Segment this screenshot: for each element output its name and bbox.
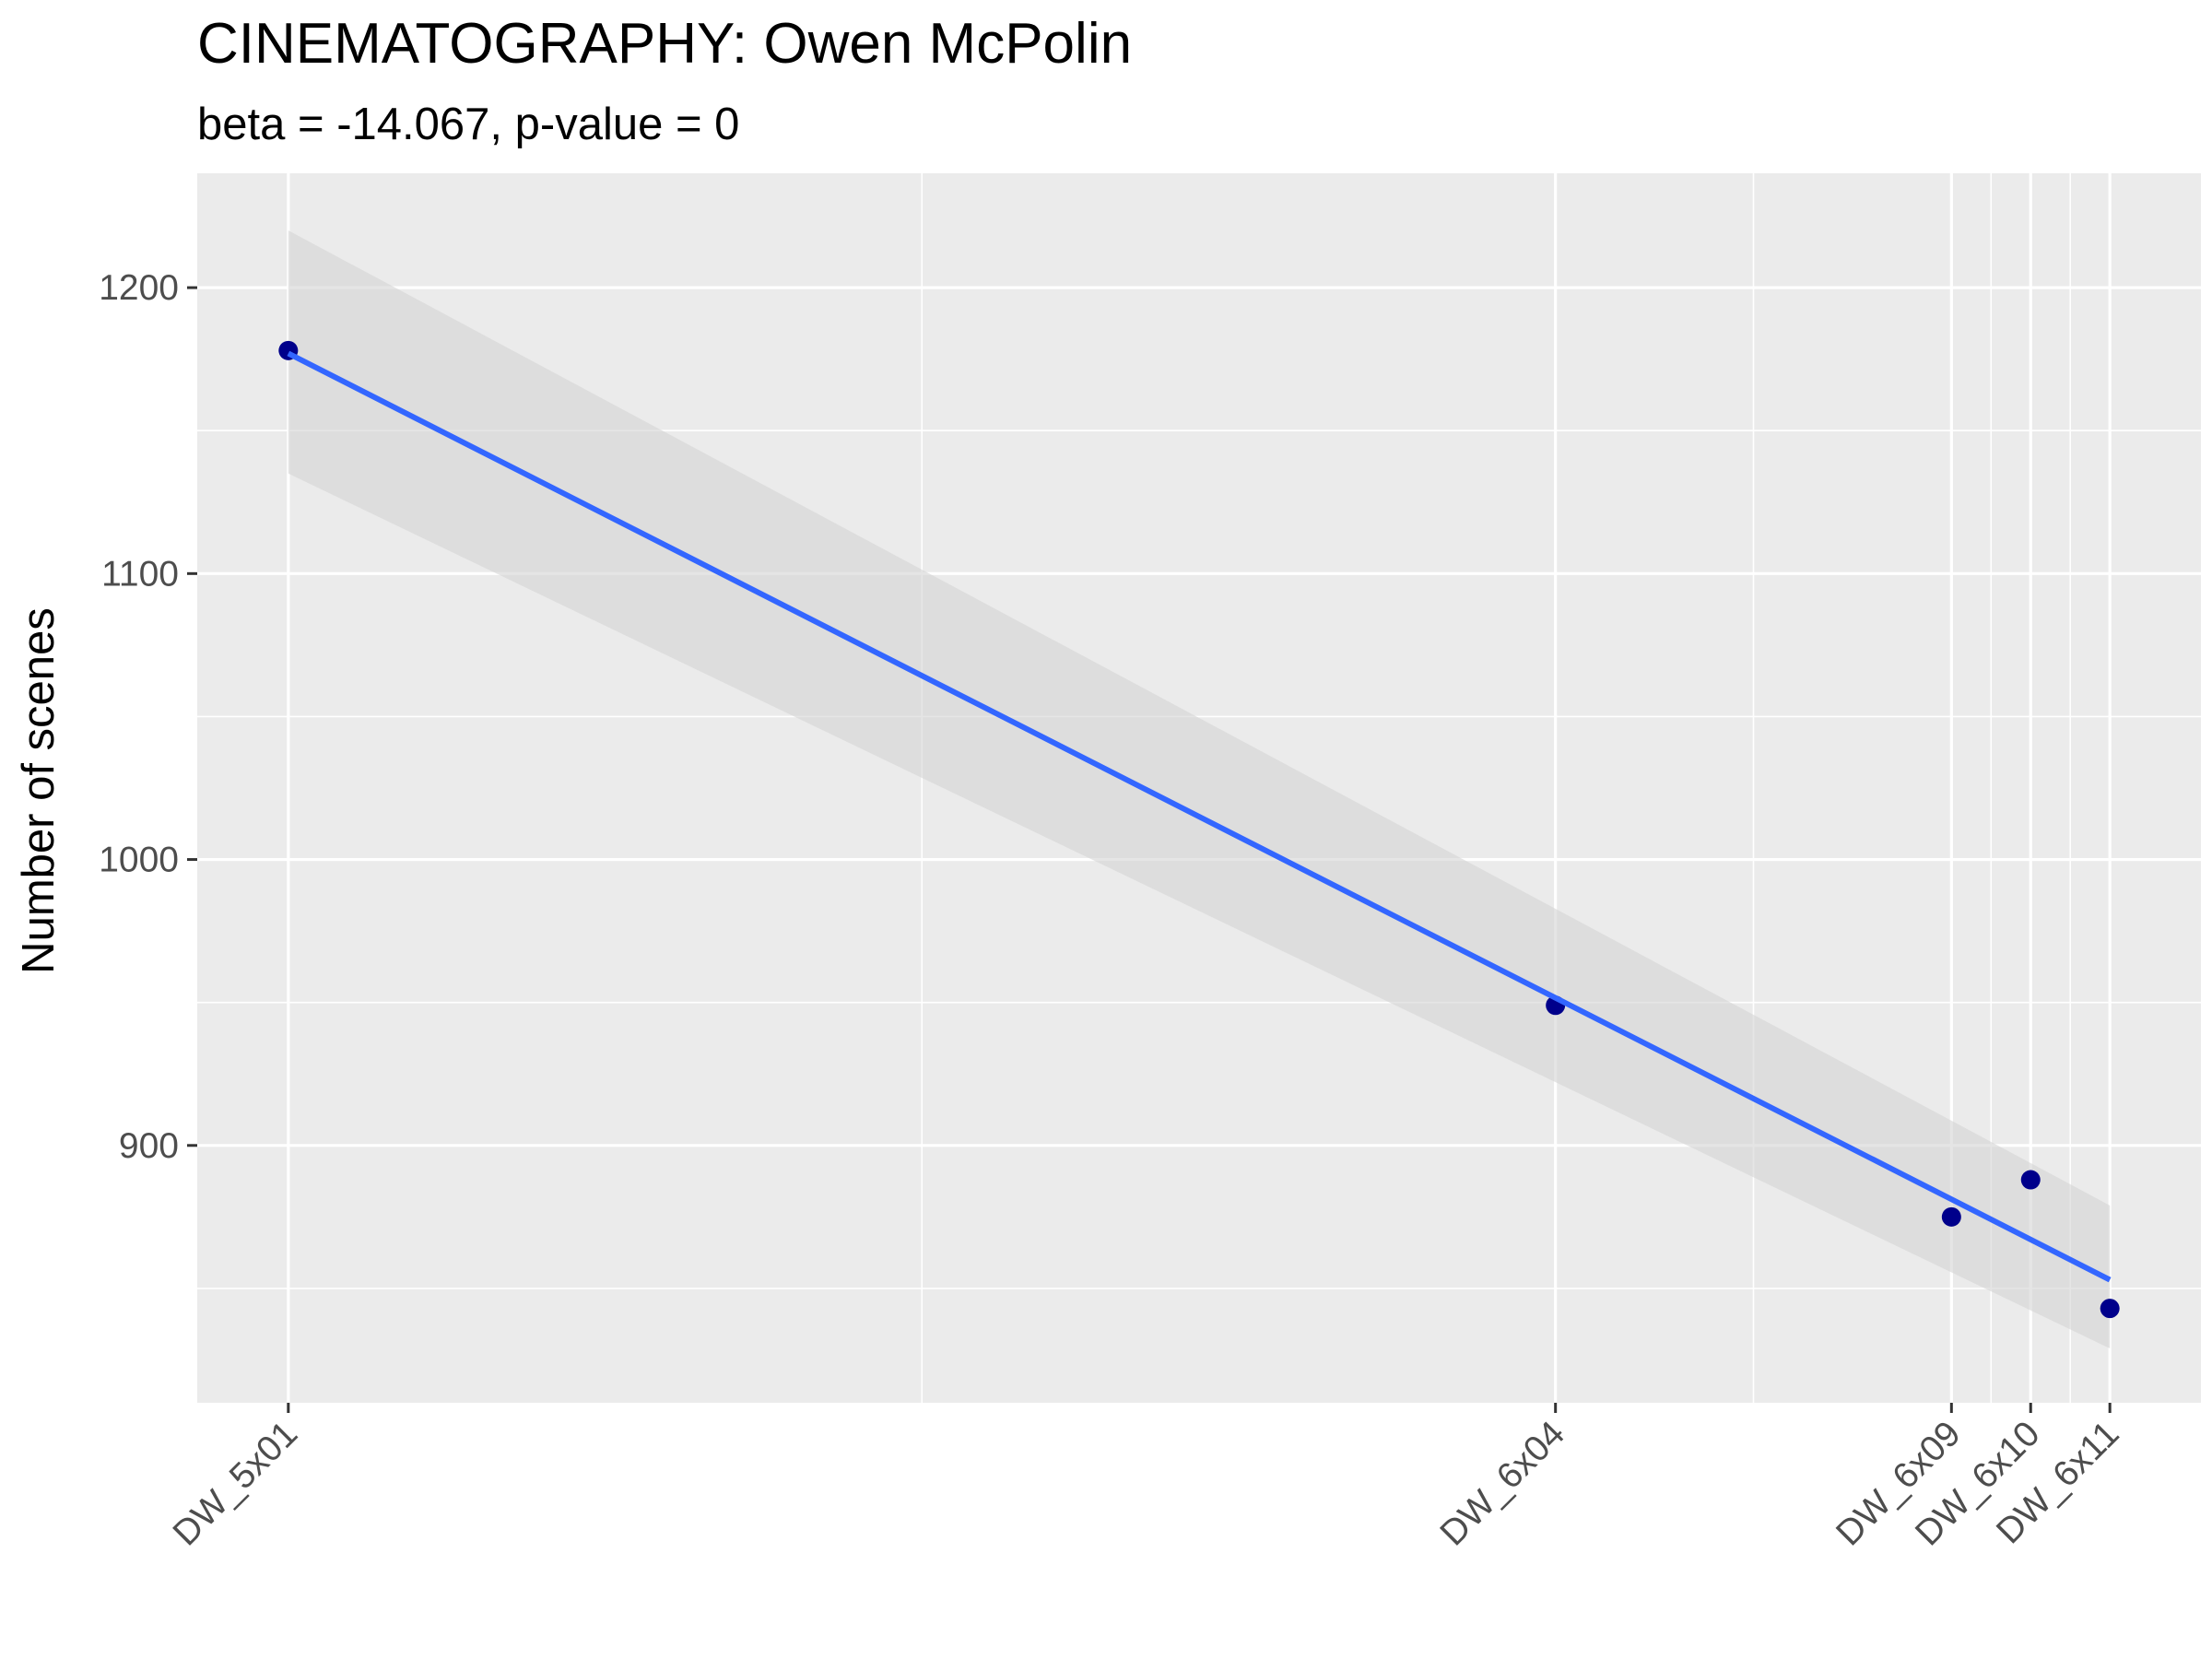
y-tick-label-1200: 1200 xyxy=(99,268,179,308)
y-tick-label-1000: 1000 xyxy=(99,841,179,880)
x-tick-label-DW_6x04: DW_6x04 xyxy=(1433,1414,1572,1553)
chart-title: CINEMATOGRAPHY: Owen McPolin xyxy=(197,12,1132,76)
x-tick-label-DW_5x01: DW_5x01 xyxy=(166,1414,305,1553)
data-point-3 xyxy=(1941,1206,1961,1227)
confidence-band xyxy=(288,230,2111,1349)
data-point-4 xyxy=(2020,1170,2041,1190)
data-point-5 xyxy=(2100,1299,2120,1319)
regression-line xyxy=(287,350,2112,1283)
y-tick-label-1100: 1100 xyxy=(101,554,179,594)
y-tick-label-900: 900 xyxy=(119,1126,179,1166)
chart-subtitle: beta = -14.067, p-value = 0 xyxy=(197,100,739,149)
y-axis-label: Number of scenes xyxy=(14,607,64,974)
